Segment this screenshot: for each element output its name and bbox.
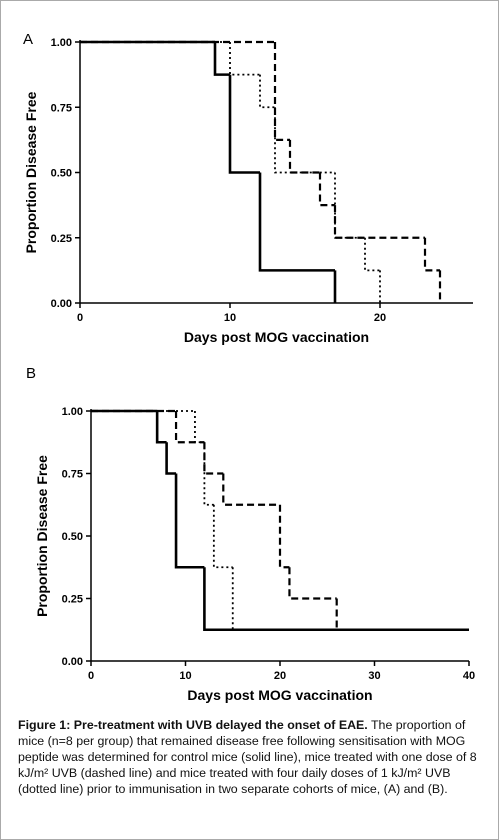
- survival-step: [318, 172, 335, 207]
- y-tick-label: 1.00: [51, 37, 72, 49]
- survival-step: [334, 172, 365, 239]
- y-tick-label: 0.25: [51, 233, 72, 245]
- x-tick-label: 0: [88, 670, 94, 682]
- survival-step: [273, 42, 290, 141]
- x-axis-label: Days post MOG vaccination: [187, 687, 372, 703]
- survival-step: [274, 107, 335, 174]
- y-axis-label: Proportion Disease Free: [23, 91, 39, 253]
- y-tick-label: 0.50: [62, 531, 83, 543]
- survival-step: [288, 567, 337, 600]
- survival-step: [222, 473, 280, 506]
- y-tick-label: 1.00: [62, 406, 83, 418]
- survival-step: [364, 237, 380, 272]
- survival-step: [174, 473, 205, 569]
- survival-step: [212, 504, 233, 569]
- caption: Figure 1: Pre-treatment with UVB delayed…: [18, 717, 484, 797]
- x-tick-label: 30: [368, 670, 380, 682]
- survival-step: [194, 411, 205, 444]
- y-axis-label: Proportion Disease Free: [34, 455, 50, 617]
- y-tick-label: 0.00: [62, 656, 83, 668]
- survival-step: [203, 567, 469, 632]
- survival-step: [278, 504, 290, 569]
- survival-step: [213, 42, 230, 76]
- x-axis-label: Days post MOG vaccination: [184, 329, 369, 345]
- y-tick-label: 0.00: [51, 298, 72, 310]
- survival-step: [259, 74, 275, 109]
- survival-step: [203, 442, 214, 506]
- survival-step: [333, 205, 425, 239]
- x-tick-label: 10: [224, 312, 236, 324]
- y-tick-label: 0.75: [62, 469, 83, 481]
- survival-step: [288, 139, 320, 174]
- caption-text: The proportion of mice (n=8 per group) t…: [18, 718, 477, 796]
- survival-step: [155, 411, 167, 444]
- caption-label: Figure 1: Pre-treatment with UVB delayed…: [18, 718, 368, 732]
- x-tick-label: 0: [77, 312, 83, 324]
- survival-step: [229, 42, 260, 76]
- survival-step: [165, 442, 177, 475]
- x-tick-label: 20: [274, 670, 286, 682]
- panel-label: B: [26, 365, 36, 382]
- survival-step: [174, 411, 205, 444]
- charts: A 0.00 0.25 0.50 0.75 1.00 0 10 20 Days post MOG …: [23, 31, 475, 703]
- survival-step: [228, 74, 260, 174]
- x-tick-label: 10: [179, 670, 191, 682]
- x-tick-label: 20: [374, 312, 386, 324]
- survival-step: [423, 237, 440, 272]
- y-tick-label: 0.75: [51, 102, 72, 114]
- y-tick-label: 0.25: [62, 594, 83, 606]
- y-tick-label: 0.50: [51, 168, 72, 180]
- panel-label: A: [23, 31, 33, 48]
- survival-step: [258, 172, 335, 272]
- survival-step: [203, 442, 224, 475]
- x-tick-label: 40: [463, 670, 475, 682]
